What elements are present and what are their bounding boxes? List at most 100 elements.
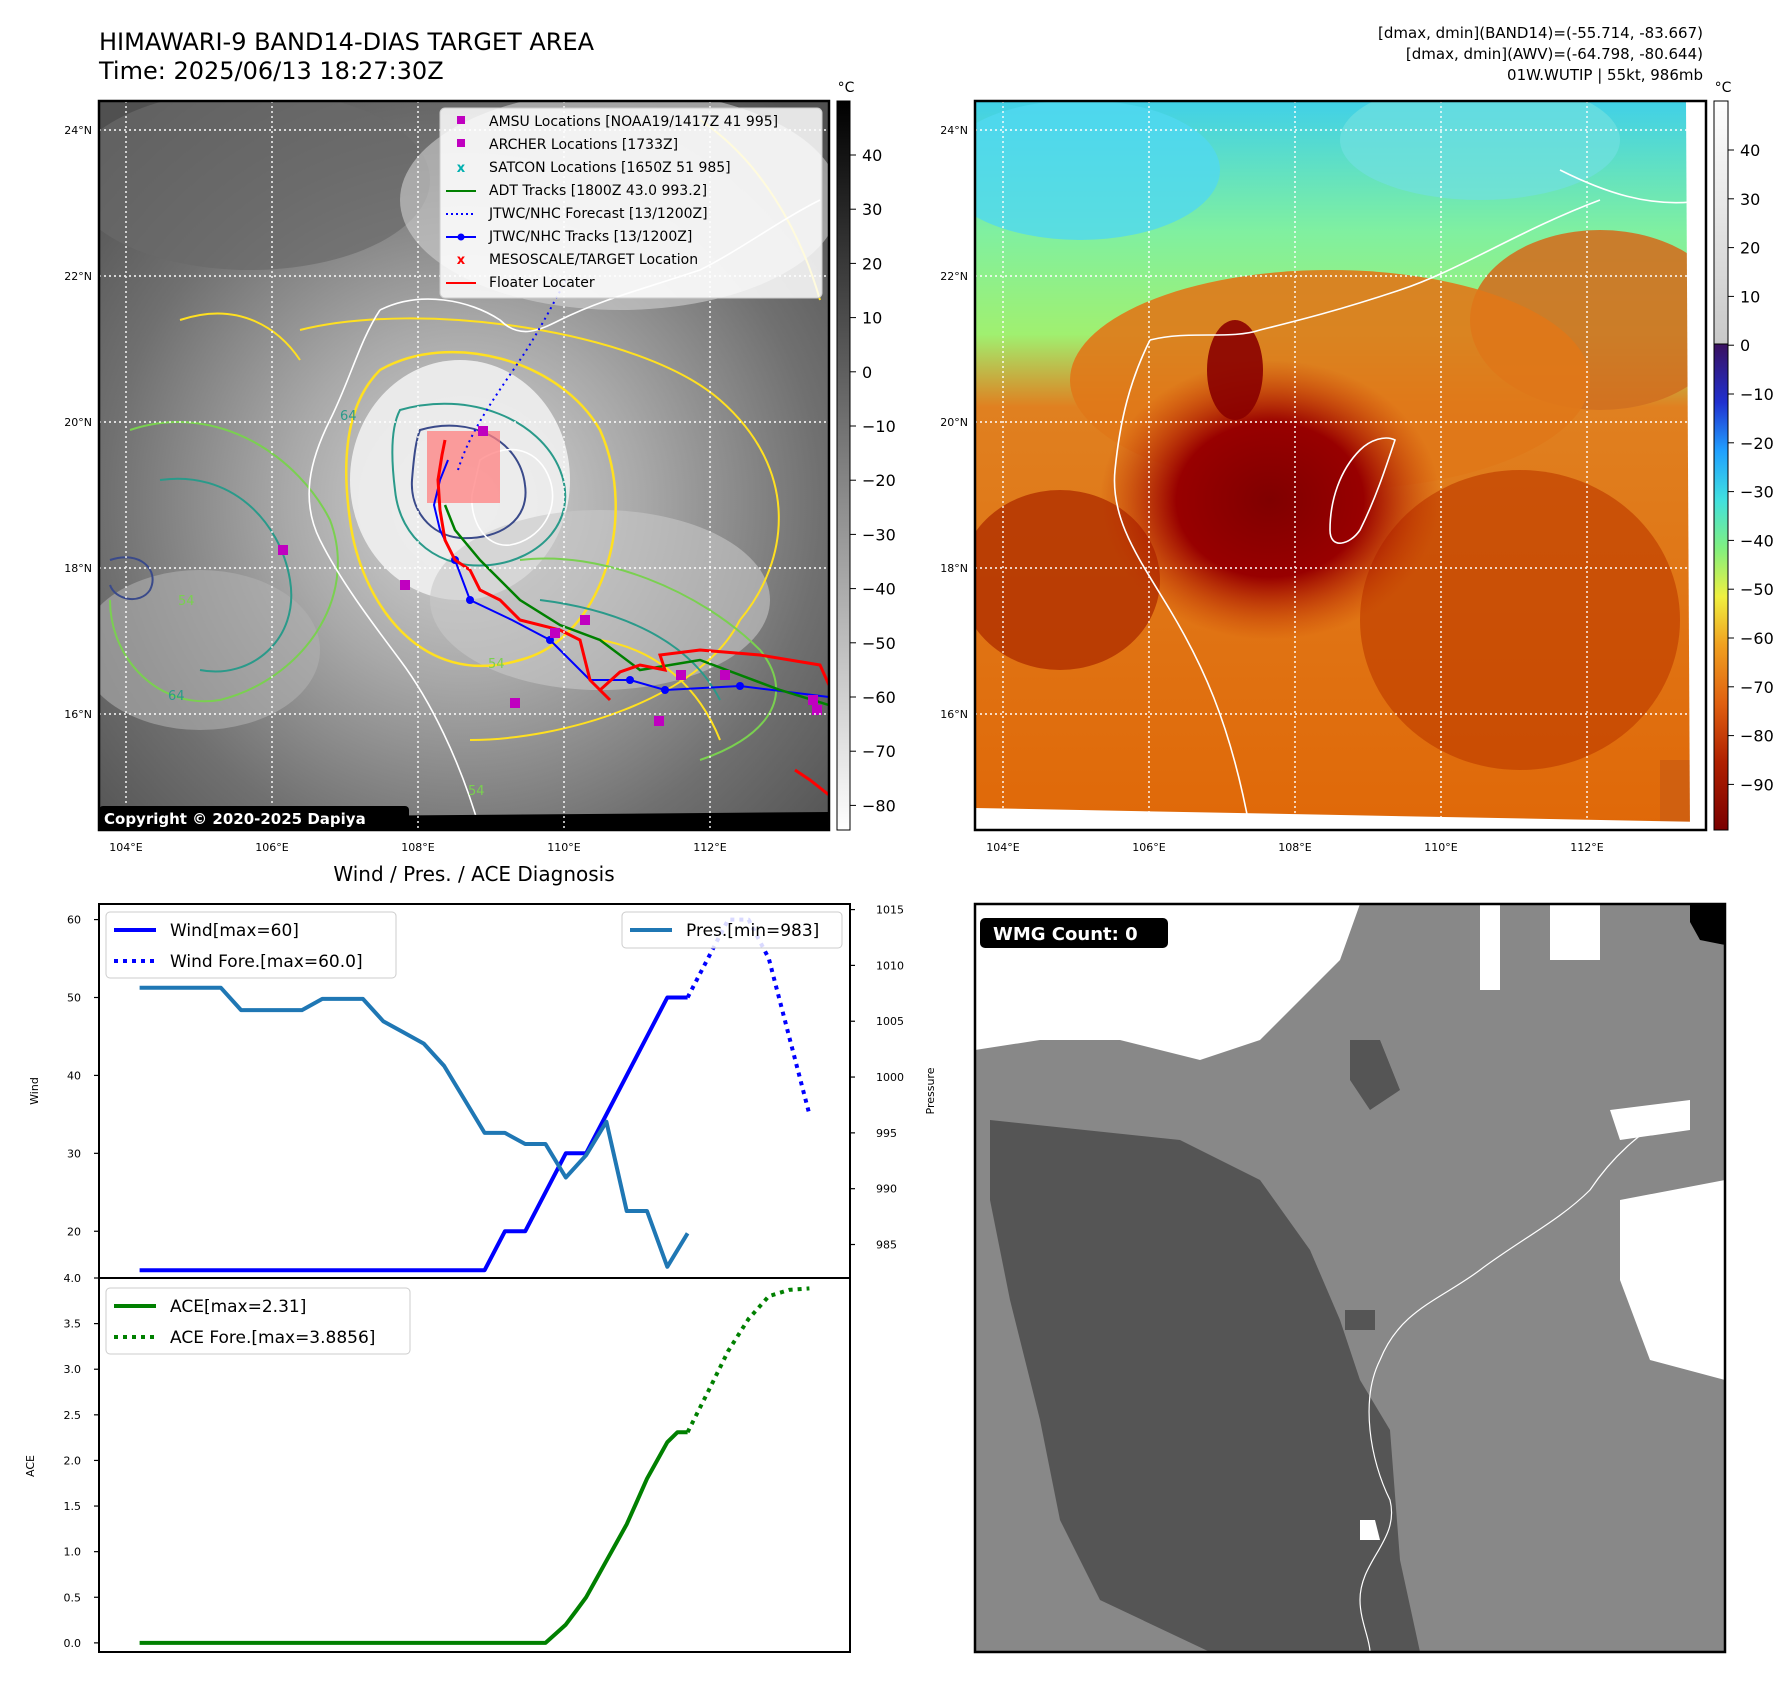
contour-label: 54	[178, 594, 195, 609]
copyright-text: Copyright © 2020-2025 Dapiya	[104, 810, 366, 828]
pressure-legend: Pres.[min=983]	[621, 911, 843, 949]
colorbar-tick-label: 20	[1740, 239, 1760, 258]
y2-tick-label: 1005	[876, 1015, 904, 1028]
awv-colorbar: °C 40 30 20 10 0 −10 −20 −30 −40 −50 −60 −70 −80 −90	[1713, 80, 1774, 831]
y2-tick-label: 1015	[876, 904, 904, 917]
colorbar-tick-label: 30	[1740, 190, 1760, 209]
colorbar-tick-label: 10	[862, 309, 882, 328]
amsu-archer-markers	[278, 426, 822, 726]
colorbar-tick-label: −30	[862, 525, 896, 544]
y-tick-label: 0.5	[64, 1591, 82, 1604]
legend-label: JTWC/NHC Tracks [13/1200Z]	[488, 229, 692, 245]
y2-tick-label: 995	[876, 1127, 897, 1140]
lon-label: 108°E	[401, 841, 434, 854]
lat-label: 18°N	[940, 562, 968, 575]
contour-label: 54	[488, 657, 505, 672]
wind-pressure-chart: 20 30 40 50 60 985 990 995 1000 1005 1010 1015 Win…	[28, 903, 937, 1279]
colorbar-tick-label: −10	[1740, 385, 1774, 404]
lon-label: 106°E	[255, 841, 288, 854]
pressure-axis-label: Pressure	[924, 1067, 937, 1114]
figure-title-line1: HIMAWARI-9 BAND14-DIAS TARGET AREA	[99, 28, 595, 56]
lon-label: 112°E	[1570, 841, 1603, 854]
lat-label: 24°N	[940, 124, 968, 137]
stats-awv: [dmax, dmin](AWV)=(-64.798, -80.644)	[1406, 45, 1703, 63]
ace-axis-label: ACE	[24, 1455, 37, 1477]
wmg-count-badge	[980, 918, 1168, 948]
y-tick-label: 3.5	[64, 1318, 82, 1331]
legend-label: SATCON Locations [1650Z 51 985]	[489, 160, 731, 176]
ir-legend: AMSU Locations [NOAA19/1417Z 41 995] ARC…	[439, 107, 823, 299]
lat-label: 16°N	[940, 708, 968, 721]
jtwc-forecast-track	[457, 279, 567, 471]
awv-map-frame	[973, 99, 1708, 832]
y-tick-label: 2.5	[64, 1409, 82, 1422]
legend-label: AMSU Locations [NOAA19/1417Z 41 995]	[489, 114, 778, 130]
legend-label: JTWC/NHC Forecast [13/1200Z]	[488, 206, 708, 222]
legend-label: Pres.[min=983]	[686, 921, 819, 941]
contour-label: 54	[468, 784, 485, 799]
y2-tick-label: 990	[876, 1183, 897, 1196]
colorbar-tick-label: −20	[1740, 434, 1774, 453]
legend-label: ACE Fore.[max=3.8856]	[170, 1328, 375, 1348]
legend-label: Wind Fore.[max=60.0]	[170, 952, 363, 972]
colorbar-tick-label: 30	[862, 200, 882, 219]
awv-map-panel: 24°N 22°N 20°N 18°N 16°N 104°E 106°E 108…	[940, 80, 1774, 854]
stats-band14: [dmax, dmin](BAND14)=(-55.714, -83.667)	[1378, 24, 1703, 42]
y-tick-label: 20	[67, 1225, 81, 1238]
lon-label: 104°E	[986, 841, 1019, 854]
legend-label: Floater Locater	[489, 275, 595, 291]
legend-label: ADT Tracks [1800Z 43.0 993.2]	[489, 183, 707, 199]
y2-tick-label: 1000	[876, 1071, 904, 1084]
legend-label: ACE[max=2.31]	[170, 1297, 306, 1317]
ir-map-panel: 64 54 64 54 54 Copyright © 2020-2025 Dap…	[64, 80, 896, 854]
floater-locater-track	[436, 439, 829, 702]
series-line-0	[139, 1430, 688, 1645]
series-line-0	[139, 995, 688, 1273]
y-tick-label: 2.0	[64, 1454, 82, 1467]
y-tick-label: 0.0	[64, 1637, 82, 1650]
lat-label: 20°N	[64, 416, 92, 429]
colorbar-unit: °C	[838, 80, 855, 96]
colorbar-tick-label: −50	[862, 634, 896, 653]
contour-label: 64	[168, 689, 185, 704]
colorbar-tick-label: −10	[862, 417, 896, 436]
y-tick-label: 40	[67, 1069, 81, 1082]
y-tick-label: 1.0	[64, 1546, 82, 1559]
y-tick-label: 4.0	[64, 1272, 82, 1285]
colorbar-tick-label: −90	[1740, 775, 1774, 794]
legend-label: Wind[max=60]	[170, 921, 299, 941]
contour-label: 64	[340, 409, 357, 424]
diagnosis-chart-title: Wind / Pres. / ACE Diagnosis	[333, 862, 614, 886]
lat-label: 18°N	[64, 562, 92, 575]
lat-label: 16°N	[64, 708, 92, 721]
ace-legend: ACE[max=2.31] ACE Fore.[max=3.8856]	[105, 1287, 411, 1355]
colorbar-tick-label: −70	[1740, 678, 1774, 697]
y2-tick-label: 985	[876, 1239, 897, 1252]
ir-lat-labels: 24°N 22°N 20°N 18°N 16°N	[64, 124, 92, 721]
lon-label: 110°E	[1424, 841, 1457, 854]
colorbar-tick-label: 0	[1740, 336, 1750, 355]
svg-text:x: x	[457, 253, 466, 268]
ace-chart: 0.0 0.5 1.0 1.5 2.0 2.5 3.0 3.5 4.0 ACE ACE[max=…	[24, 1272, 851, 1653]
colorbar-tick-label: −40	[1740, 531, 1774, 550]
awv-imagery	[975, 101, 1706, 830]
colorbar-tick-label: −40	[862, 580, 896, 599]
series-line-1	[685, 1286, 810, 1434]
awv-lon-labels: 104°E 106°E 108°E 110°E 112°E	[986, 841, 1603, 854]
lon-label: 110°E	[547, 841, 580, 854]
ir-map-frame	[97, 99, 831, 832]
awv-lat-labels: 24°N 22°N 20°N 18°N 16°N	[940, 124, 968, 721]
lat-label: 24°N	[64, 124, 92, 137]
lon-label: 104°E	[109, 841, 142, 854]
colorbar-tick-label: 0	[862, 363, 872, 382]
y-tick-label: 30	[67, 1147, 81, 1160]
colorbar-tick-label: 40	[862, 146, 882, 165]
y-tick-label: 50	[67, 992, 81, 1005]
colorbar-tick-label: 10	[1740, 287, 1760, 306]
colorbar-tick-label: −20	[862, 471, 896, 490]
colorbar-unit: °C	[1715, 80, 1732, 96]
wmg-panel: WMG Count: 0	[973, 902, 1727, 1654]
figure-title-line2: Time: 2025/06/13 18:27:30Z	[98, 57, 444, 85]
wmg-imagery	[975, 904, 1725, 1652]
